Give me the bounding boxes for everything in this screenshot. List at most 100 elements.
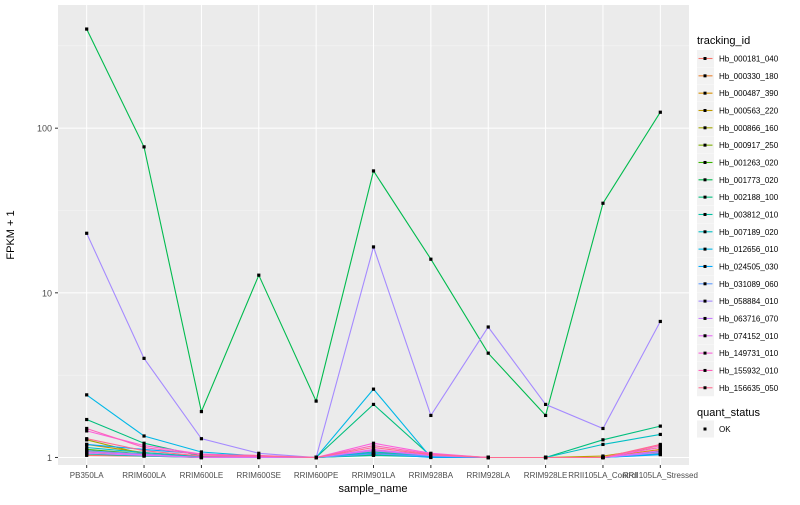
data-point (142, 434, 146, 438)
legend-color-items: Hb_000181_040 Hb_000330_180 Hb_000487_390 H… (697, 50, 779, 397)
y-tick-label: 1 (47, 453, 52, 463)
data-point (658, 451, 662, 455)
data-point (658, 442, 662, 447)
data-point (142, 356, 146, 360)
data-point (85, 426, 89, 431)
legend-label: Hb_063716_070 (719, 314, 779, 323)
y-tick-label: 100 (37, 124, 52, 134)
legend-label: Hb_000563_220 (719, 106, 779, 115)
x-tick-label: RRIM600LA (122, 471, 166, 480)
data-point (371, 452, 376, 456)
data-point (257, 273, 261, 277)
data-point (658, 432, 662, 437)
data-point (314, 399, 318, 403)
legend-label: Hb_012656_010 (719, 245, 779, 254)
x-axis-title: sample_name (338, 483, 407, 495)
data-point (429, 453, 433, 457)
data-point (142, 441, 146, 445)
legend-label: Hb_007189_020 (719, 228, 779, 237)
y-axis-title: FPKM + 1 (5, 210, 17, 259)
legend-label: Hb_155932_010 (719, 366, 779, 375)
legend-key-point (703, 351, 707, 355)
legend-label: Hb_031089_060 (719, 280, 779, 289)
data-point (371, 447, 376, 451)
data-point (658, 319, 662, 324)
legend-key-point (703, 368, 707, 372)
legend-color: tracking_id Hb_000181_040Hb_000330_180Hb… (697, 35, 779, 397)
data-point (371, 441, 376, 445)
legend-label: Hb_156635_050 (719, 384, 779, 393)
data-point (257, 451, 261, 455)
data-point (371, 245, 376, 249)
legend-label: Hb_001263_020 (719, 158, 779, 167)
data-point (658, 453, 662, 457)
x-tick-label: RRIM600LE (180, 471, 224, 480)
legend-shape: quant_status OK (697, 407, 760, 438)
data-point (371, 387, 376, 391)
x-axis: PB350LA RRIM600LA RRIM600LE RRIM600SE RRIM60… (70, 465, 698, 480)
legend-label: Hb_001773_020 (719, 176, 779, 185)
data-point (85, 417, 89, 422)
legend-key-point (703, 126, 707, 130)
legend-shape-title: quant_status (697, 407, 760, 419)
data-point (601, 426, 605, 431)
x-tick-label: RRII105LA_Stressed (623, 471, 698, 480)
legend-key-point (703, 386, 707, 390)
data-point (142, 445, 146, 450)
legend-color-title: tracking_id (697, 35, 750, 47)
data-point (85, 27, 89, 31)
legend-key-point (703, 247, 707, 251)
legend-label: Hb_000917_250 (719, 141, 779, 150)
legend-key-point (703, 316, 707, 320)
legend-label: Hb_000866_160 (719, 124, 779, 133)
legend-key-point (703, 91, 707, 95)
legend-label: Hb_149731_010 (719, 349, 779, 358)
x-tick-label: RRII105LA_Control (568, 471, 638, 480)
data-point (543, 455, 548, 460)
data-point (486, 351, 490, 355)
grid-major (58, 5, 689, 465)
x-tick-label: RRIM928LE (524, 471, 568, 480)
legend-label: Hb_000487_390 (719, 89, 779, 98)
data-point (658, 449, 662, 453)
legend-label: Hb_058884_010 (719, 297, 779, 306)
legend-key-point (703, 334, 707, 338)
legend-label: Hb_024505_030 (719, 262, 779, 271)
legend-key-point (703, 230, 707, 234)
legend-key-point (703, 195, 707, 199)
legend-label: Hb_000330_180 (719, 72, 779, 81)
data-point (371, 445, 376, 450)
x-tick-label: RRIM928LA (466, 471, 510, 480)
x-tick-label: RRIM600PE (294, 471, 338, 480)
legend-key-point (703, 264, 707, 268)
data-point (85, 231, 89, 235)
x-tick-label: RRIM901LA (352, 471, 396, 480)
x-tick-label: RRIM600SE (237, 471, 281, 480)
data-point (543, 402, 548, 407)
legend-label: Hb_002188_100 (719, 193, 779, 202)
y-tick-label: 10 (42, 288, 52, 298)
data-point (257, 454, 261, 458)
legend-key-point (703, 74, 707, 78)
data-point (486, 455, 490, 460)
data-point (142, 453, 146, 457)
data-point (85, 445, 89, 450)
legend-shape-key-point (703, 427, 707, 431)
legend-label: Hb_000181_040 (719, 55, 779, 64)
data-point (601, 438, 605, 442)
data-point (429, 413, 433, 418)
data-point (142, 145, 146, 149)
x-tick-label: RRIM928BA (409, 471, 454, 480)
legend-label: Hb_074152_010 (719, 332, 779, 341)
data-point (142, 449, 146, 453)
data-point (85, 429, 89, 433)
legend-key-point (703, 57, 707, 60)
data-point (601, 455, 605, 460)
legend-label: Hb_003812_010 (719, 210, 779, 219)
data-point (658, 110, 662, 114)
data-point (314, 455, 318, 460)
legend-shape-label: OK (719, 425, 731, 434)
data-point (199, 450, 204, 454)
data-point (486, 325, 490, 329)
